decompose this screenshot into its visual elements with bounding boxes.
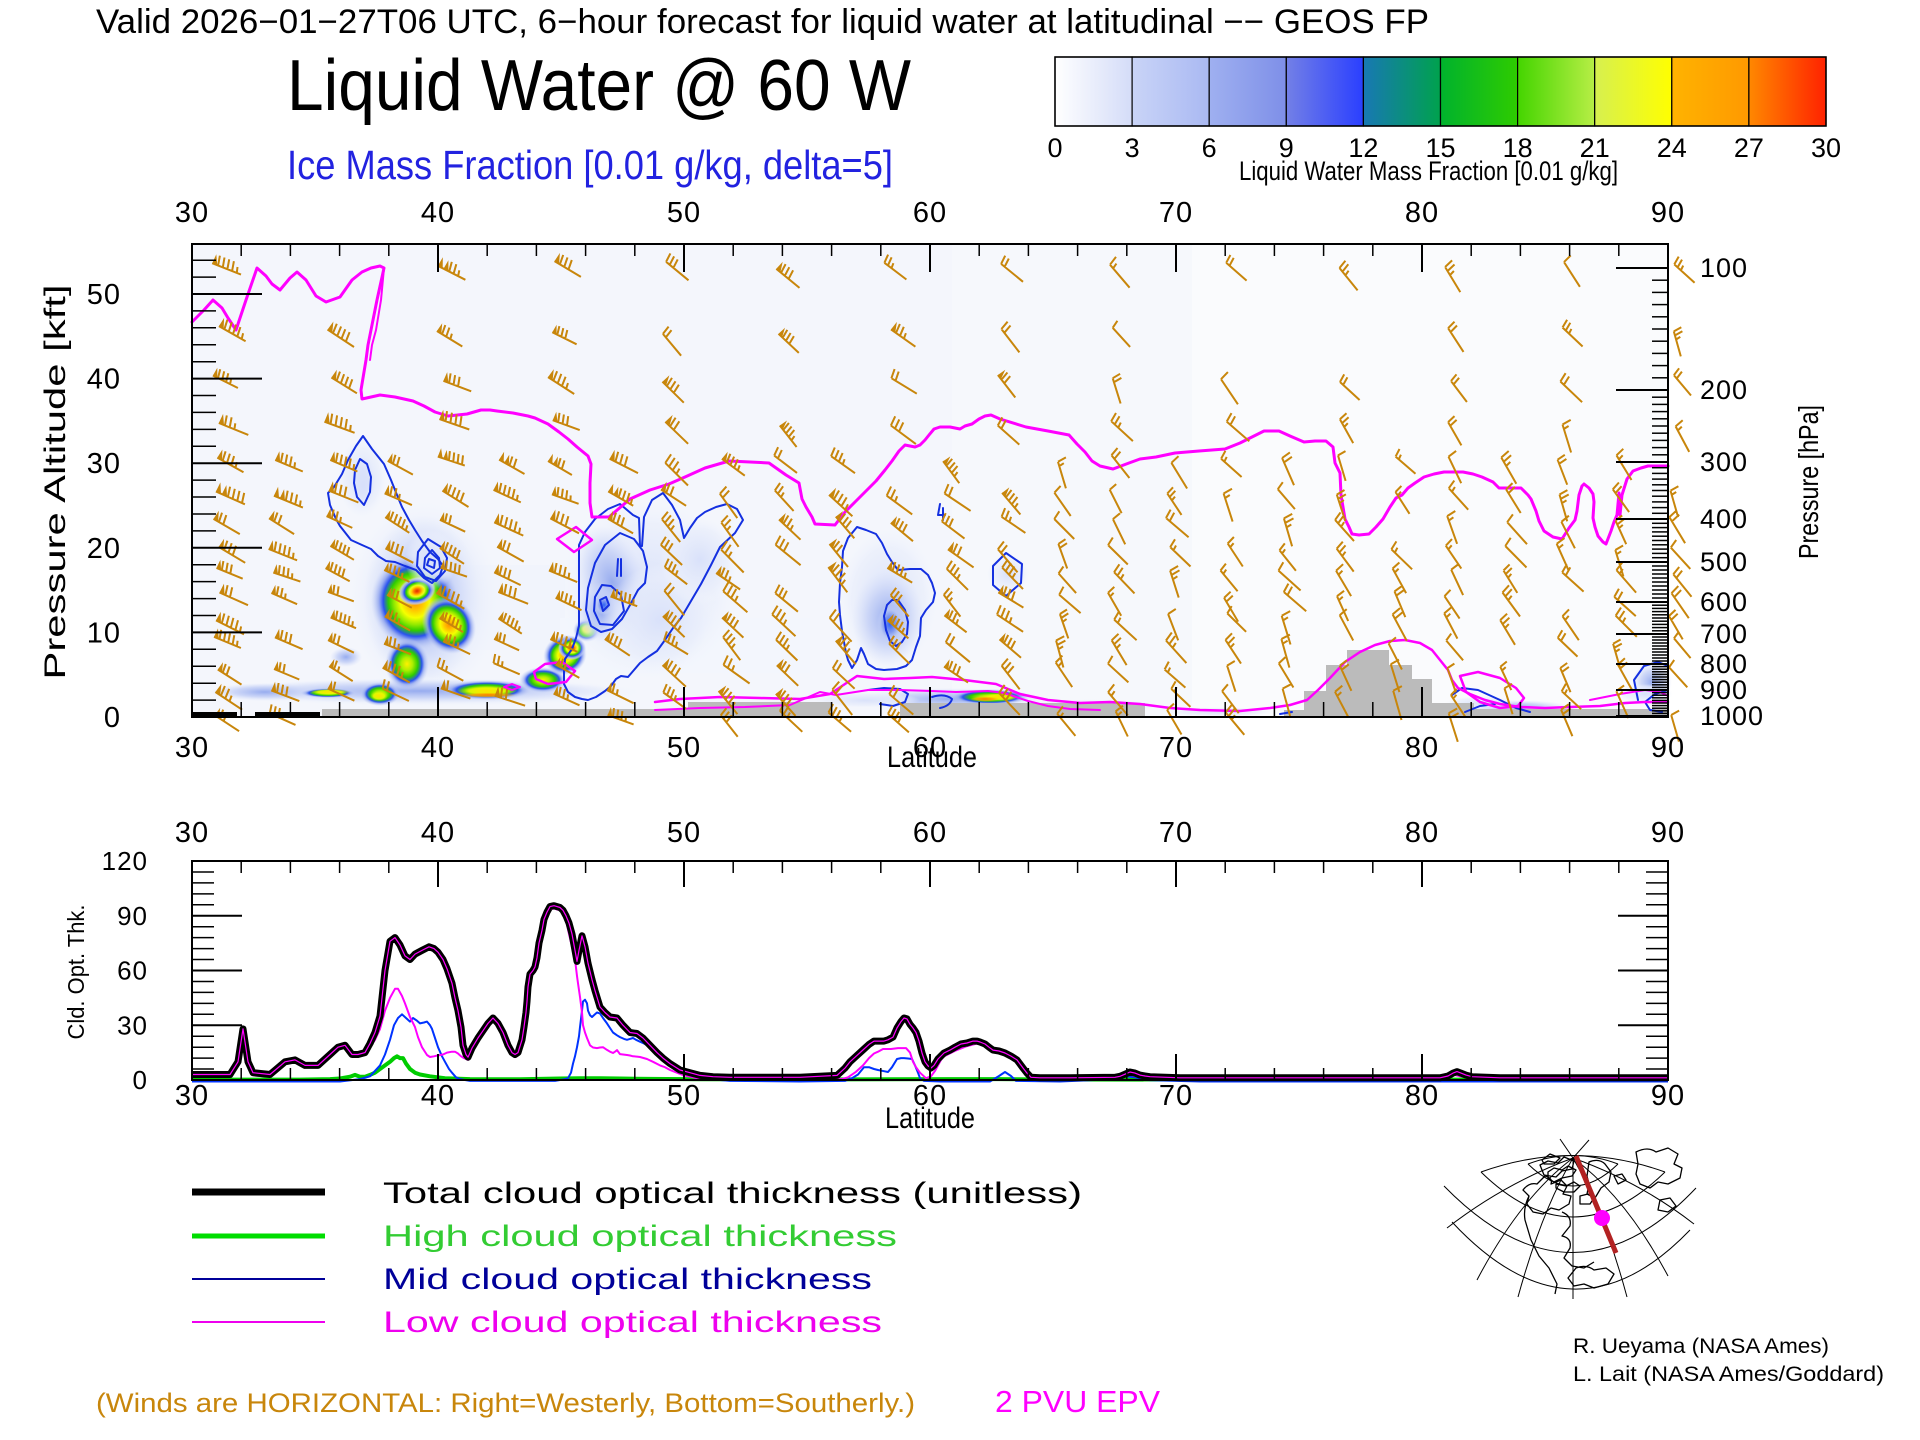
svg-text:80: 80: [1405, 197, 1439, 229]
svg-text:6: 6: [1202, 133, 1217, 163]
svg-text:70: 70: [1159, 197, 1193, 229]
svg-text:800: 800: [1700, 649, 1748, 679]
svg-text:Low cloud optical thickness: Low cloud optical thickness: [383, 1306, 882, 1339]
svg-text:27: 27: [1734, 133, 1764, 163]
svg-text:50: 50: [667, 197, 701, 229]
svg-text:Pressure Altitude [kft]: Pressure Altitude [kft]: [39, 285, 72, 680]
svg-text:21: 21: [1580, 133, 1610, 163]
svg-text:High cloud optical thickness: High cloud optical thickness: [383, 1220, 897, 1253]
svg-text:90: 90: [1651, 732, 1685, 764]
svg-text:40: 40: [421, 732, 455, 764]
svg-text:70: 70: [1159, 1080, 1193, 1112]
svg-text:0: 0: [104, 702, 121, 734]
svg-text:700: 700: [1700, 619, 1748, 649]
svg-text:10: 10: [87, 617, 121, 649]
svg-text:60: 60: [913, 732, 947, 764]
svg-text:2 PVU EPV: 2 PVU EPV: [995, 1384, 1160, 1419]
svg-text:50: 50: [667, 732, 701, 764]
svg-text:50: 50: [667, 817, 701, 849]
svg-text:60: 60: [913, 817, 947, 849]
svg-text:60: 60: [117, 956, 148, 986]
svg-text:50: 50: [87, 279, 121, 311]
svg-text:L. Lait (NASA Ames/Goddard): L. Lait (NASA Ames/Goddard): [1573, 1363, 1884, 1386]
svg-text:Cld. Opt. Thk.: Cld. Opt. Thk.: [63, 905, 89, 1040]
svg-text:15: 15: [1425, 133, 1455, 163]
svg-text:80: 80: [1405, 1080, 1439, 1112]
svg-text:90: 90: [1651, 197, 1685, 229]
svg-text:40: 40: [421, 197, 455, 229]
svg-text:30: 30: [175, 732, 209, 764]
svg-text:18: 18: [1503, 133, 1533, 163]
svg-text:500: 500: [1700, 547, 1748, 577]
svg-text:900: 900: [1700, 675, 1748, 705]
svg-text:Liquid Water @ 60 W: Liquid Water @ 60 W: [287, 46, 911, 126]
svg-text:300: 300: [1700, 447, 1748, 477]
svg-text:100: 100: [1700, 253, 1748, 283]
svg-text:1000: 1000: [1700, 701, 1764, 731]
svg-text:Pressure [hPa]: Pressure [hPa]: [1793, 405, 1824, 559]
svg-text:80: 80: [1405, 817, 1439, 849]
svg-text:Mid cloud optical thickness: Mid cloud optical thickness: [383, 1263, 872, 1296]
svg-text:12: 12: [1348, 133, 1378, 163]
svg-text:30: 30: [175, 197, 209, 229]
svg-text:90: 90: [117, 901, 148, 931]
svg-text:Latitude: Latitude: [885, 1102, 975, 1135]
svg-text:90: 90: [1651, 1080, 1685, 1112]
svg-text:70: 70: [1159, 817, 1193, 849]
svg-text:40: 40: [421, 817, 455, 849]
svg-text:(Winds are HORIZONTAL: Right=W: (Winds are HORIZONTAL: Right=Westerly, B…: [96, 1388, 915, 1418]
svg-text:30: 30: [87, 448, 121, 480]
svg-text:3: 3: [1125, 133, 1140, 163]
svg-text:30: 30: [1811, 133, 1841, 163]
svg-text:Valid 2026−01−27T06 UTC, 6−hou: Valid 2026−01−27T06 UTC, 6−hour forecast…: [96, 3, 1429, 41]
svg-text:R. Ueyama (NASA Ames): R. Ueyama (NASA Ames): [1573, 1335, 1829, 1358]
svg-text:20: 20: [87, 533, 121, 565]
svg-text:80: 80: [1405, 732, 1439, 764]
svg-text:90: 90: [1651, 817, 1685, 849]
svg-text:9: 9: [1279, 133, 1294, 163]
svg-text:60: 60: [913, 1080, 947, 1112]
svg-text:30: 30: [175, 817, 209, 849]
svg-text:120: 120: [102, 846, 148, 876]
svg-text:400: 400: [1700, 504, 1748, 534]
svg-text:40: 40: [421, 1080, 455, 1112]
svg-text:40: 40: [87, 364, 121, 396]
svg-text:200: 200: [1700, 375, 1748, 405]
svg-text:30: 30: [175, 1080, 209, 1112]
svg-text:Liquid Water Mass Fraction [0.: Liquid Water Mass Fraction [0.01 g/kg]: [1239, 156, 1618, 186]
svg-text:600: 600: [1700, 587, 1748, 617]
svg-text:50: 50: [667, 1080, 701, 1112]
svg-text:Ice Mass Fraction [0.01 g/kg,: Ice Mass Fraction [0.01 g/kg, delta=5]: [287, 142, 893, 188]
svg-text:Latitude: Latitude: [887, 741, 977, 774]
svg-text:70: 70: [1159, 732, 1193, 764]
svg-text:24: 24: [1657, 133, 1687, 163]
svg-text:30: 30: [117, 1010, 148, 1040]
svg-text:Total cloud optical thickness: Total cloud optical thickness (unitless): [383, 1177, 1082, 1210]
svg-text:60: 60: [913, 197, 947, 229]
svg-text:0: 0: [133, 1065, 148, 1095]
svg-text:0: 0: [1047, 133, 1062, 163]
